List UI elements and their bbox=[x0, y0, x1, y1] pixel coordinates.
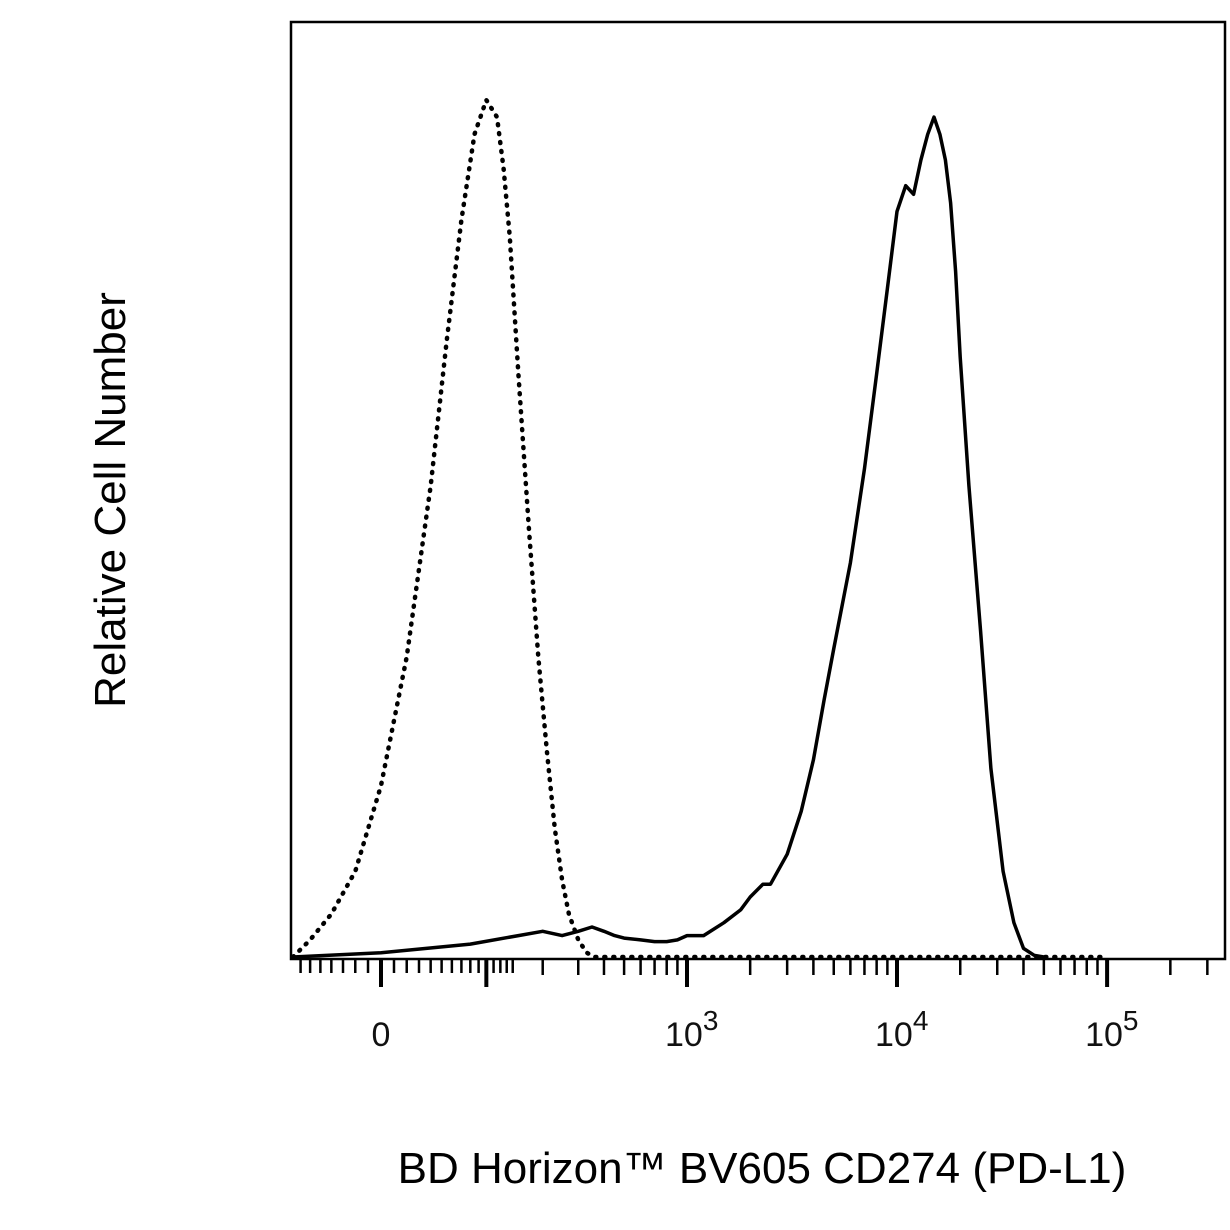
x-axis-ticks bbox=[299, 959, 1209, 987]
x-tick-label: 103 bbox=[665, 1005, 718, 1054]
x-axis-label: BD Horizon™ BV605 CD274 (PD-L1) bbox=[398, 1144, 1127, 1193]
y-axis-label: Relative Cell Number bbox=[86, 292, 135, 708]
isotype-control-histogram bbox=[290, 97, 1110, 960]
x-tick-label: 104 bbox=[875, 1005, 928, 1054]
x-axis-tick-labels: 0 103 104 105 bbox=[372, 1005, 1139, 1054]
stained-histogram bbox=[291, 115, 1046, 959]
series-layer bbox=[290, 97, 1110, 960]
x-tick-label: 0 bbox=[372, 1016, 391, 1054]
x-tick-label: 105 bbox=[1085, 1005, 1138, 1054]
